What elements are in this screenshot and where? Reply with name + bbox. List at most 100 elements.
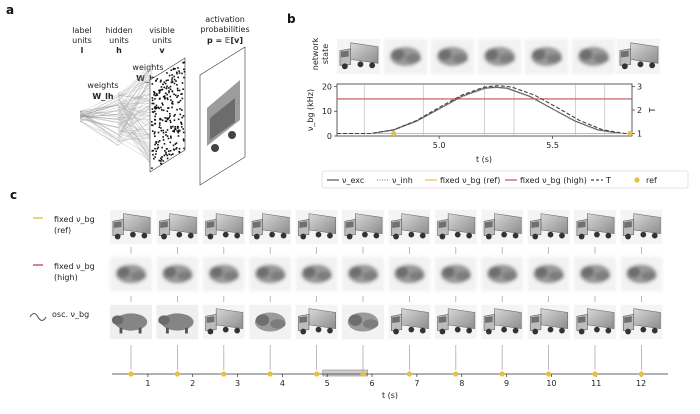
timeline-ref-marker (221, 371, 227, 377)
noise-pixel (164, 117, 166, 119)
legend-label: T (605, 176, 611, 185)
noise-pixel (159, 80, 162, 83)
noise-pixel (166, 93, 168, 96)
connection-hv (117, 105, 153, 141)
noise-pixel (157, 143, 159, 146)
timeline-tick-label: 3 (235, 379, 240, 388)
connection-lh (79, 118, 119, 129)
noise-pixel (176, 83, 178, 86)
noise-pixel (153, 106, 156, 109)
timeline-tick-label: 1 (145, 379, 150, 388)
sample-frame (249, 209, 292, 245)
label-units-line1: label (72, 26, 91, 35)
connection-lh (79, 118, 119, 128)
noise-pixel (151, 124, 154, 127)
connection-hv (117, 140, 153, 162)
noise-pixel (151, 124, 153, 126)
sample-frame (527, 209, 570, 245)
connection-hv (117, 126, 153, 150)
noise-pixel (166, 117, 168, 119)
connection-lh (79, 121, 119, 146)
legend-label: fixed ν_bg (ref) (440, 176, 500, 185)
label-units-line2: units (72, 36, 92, 45)
connection-hv (117, 73, 153, 115)
sample-frame (434, 304, 477, 340)
noise-pixel (162, 109, 165, 112)
noise-pixel (168, 74, 171, 77)
connection-hv (117, 113, 153, 133)
noise-pixel (173, 78, 176, 81)
noise-pixel (154, 107, 156, 109)
noise-pixel (160, 109, 163, 111)
connection-hv (117, 121, 153, 142)
timeline-tick-label: 5 (325, 379, 330, 388)
connection-hv (117, 128, 153, 154)
noise-pixel (152, 111, 155, 113)
noise-pixel (151, 97, 154, 99)
noise-pixel (159, 122, 161, 124)
noise-pixel (160, 106, 162, 109)
connection-lh (79, 115, 119, 120)
noise-pixel (171, 77, 174, 79)
noise-pixel (172, 125, 174, 128)
row-label: (ref) (54, 226, 71, 235)
noise-pixel (178, 72, 181, 74)
noise-pixel (158, 89, 160, 92)
noise-pixel (164, 92, 167, 95)
noise-pixel (178, 129, 181, 132)
noise-pixel (169, 115, 171, 117)
noise-pixel (166, 148, 168, 150)
noise-pixel (167, 137, 170, 140)
timeline-ref-marker (267, 371, 273, 377)
legend-entry: T (591, 176, 611, 185)
noise-pixel (163, 154, 166, 157)
connection-hv (117, 91, 153, 122)
noise-pixel (167, 117, 169, 120)
noise-pixel (161, 88, 164, 91)
noise-pixel (163, 96, 165, 98)
noise-pixel (177, 127, 179, 129)
noise-pixel (178, 70, 180, 72)
noise-pixel (154, 135, 156, 138)
network-state-line1: network (311, 37, 320, 70)
noise-pixel (160, 89, 163, 91)
noise-pixel (177, 94, 179, 97)
row-label: fixed ν_bg (54, 262, 95, 271)
noise-pixel (170, 137, 172, 139)
noise-pixel (168, 116, 171, 119)
noise-pixel (173, 75, 175, 78)
timeline-tick-label: 2 (190, 379, 195, 388)
noise-pixel (183, 147, 185, 150)
noise-pixel (168, 91, 170, 94)
noise-pixel (178, 101, 180, 104)
network-state-frame (431, 38, 474, 75)
connection-hv (117, 78, 153, 129)
sample-frame (388, 304, 431, 340)
connection-hv (117, 83, 153, 97)
connection-hv (117, 104, 153, 140)
noise-pixel (165, 79, 168, 82)
noise-pixel (178, 147, 181, 150)
y2-tick-label: 2 (637, 106, 642, 115)
timeline-tick-label: 7 (414, 379, 419, 388)
vertical-gridlines (363, 84, 606, 136)
noise-pixel (153, 94, 155, 96)
connection-lh (79, 120, 119, 140)
panel-b: b network state 0 10 20 1 2 3 5.0 5.5 ν_bg (k… (287, 12, 689, 189)
noise-pixel (179, 108, 181, 110)
noise-pixel (151, 130, 154, 132)
noise-pixel (173, 119, 176, 122)
noise-pixel (151, 150, 154, 152)
network-state-line2: state (321, 44, 330, 64)
legend-label: ν_inh (392, 176, 413, 185)
noise-pixel (154, 115, 156, 118)
sample-frame (620, 304, 663, 340)
x-tick-label: 5.0 (433, 141, 446, 150)
noise-pixel (151, 83, 154, 85)
noise-pixel (165, 134, 167, 136)
oscillation-icon (29, 312, 47, 322)
y-tick-label: 20 (322, 82, 332, 91)
noise-pixel (155, 141, 157, 143)
connection-lh (79, 113, 119, 135)
sample-frame (202, 256, 245, 292)
